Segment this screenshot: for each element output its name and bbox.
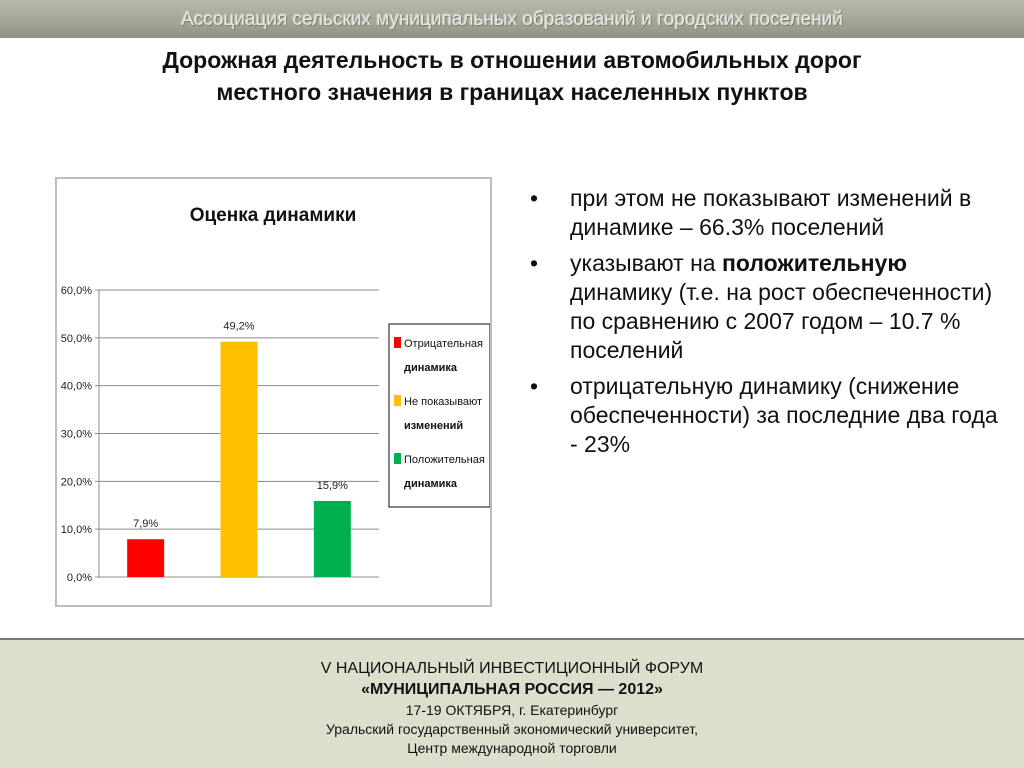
footer-university: Уральский государственный экономический … (326, 721, 698, 737)
bullet-text-post: динамику (т.е. на рост обеспеченности) п… (570, 279, 993, 363)
bar-3 (313, 500, 351, 577)
data-label: 49,2% (223, 321, 254, 333)
bullet-marker: • (530, 250, 539, 276)
legend-swatch (394, 453, 401, 464)
bullet-list: • при этом не показывают изменений в дин… (530, 184, 1000, 466)
data-label: 7,9% (133, 518, 158, 530)
bullet-text-pre: указывают на (570, 250, 722, 276)
bar-2 (220, 341, 258, 577)
legend-label: Отрицательная (404, 338, 483, 350)
bullet-marker: • (530, 373, 539, 399)
legend-box (388, 323, 490, 508)
association-name: Ассоциация сельских муниципальных образо… (181, 9, 843, 30)
page-title-line-1: Дорожная деятельность в отношении автомо… (162, 47, 862, 73)
bullet-marker: • (530, 185, 539, 211)
footer-dates: 17-19 ОКТЯБРЯ, г. Екатеринбург (405, 702, 619, 718)
y-tick-label: 10,0% (61, 524, 92, 536)
legend-label: динамика (404, 362, 458, 374)
bullet-text-bold: положительную (721, 250, 907, 276)
page-title-line-2: местного значения в границах населенных … (216, 79, 808, 105)
y-tick-label: 40,0% (61, 381, 92, 393)
bar-1 (127, 539, 165, 577)
bullet-item-negative: • отрицательную динамику (снижение обесп… (530, 372, 1000, 459)
chart-frame: Оценка динамики 0,0% 10,0% 20,0% 30,0% 40,0% 5… (55, 177, 492, 607)
footer-center: Центр международной торговли (407, 740, 617, 756)
bullet-text: при этом не показывают изменений в динам… (570, 185, 972, 240)
y-tick-label: 60,0% (61, 285, 92, 297)
bullet-item-positive: • указывают на положительную динамику (т… (530, 249, 1000, 365)
legend-swatch (394, 337, 401, 348)
data-label: 15,9% (317, 480, 348, 492)
legend-label: динамика (404, 478, 458, 490)
legend-label: Не показывают (404, 396, 482, 408)
footer-forum-name: V НАЦИОНАЛЬНЫЙ ИНВЕСТИЦИОННЫЙ ФОРУМ (320, 660, 704, 677)
legend-label: Положительная (404, 454, 485, 466)
legend-swatch (394, 395, 401, 406)
association-banner: Ассоциация сельских муниципальных образо… (0, 0, 1024, 38)
legend-label: изменений (404, 420, 463, 432)
y-tick-label: 20,0% (61, 476, 92, 488)
y-tick-label: 30,0% (61, 429, 92, 441)
chart-title: Оценка динамики (190, 205, 357, 226)
y-tick-label: 50,0% (61, 333, 92, 345)
dynamics-bar-chart: Оценка динамики 0,0% 10,0% 20,0% 30,0% 40,0% 5… (61, 205, 490, 584)
bullet-text: отрицательную динамику (снижение обеспеч… (570, 373, 998, 457)
footer: V НАЦИОНАЛЬНЫЙ ИНВЕСТИЦИОННЫЙ ФОРУМ «МУН… (0, 638, 1024, 768)
bullet-item-no-change: • при этом не показывают изменений в дин… (530, 184, 1000, 242)
footer-forum-title: «МУНИЦИПАЛЬНАЯ РОССИЯ — 2012» (361, 681, 663, 698)
y-tick-label: 0,0% (67, 572, 92, 584)
page-title: Дорожная деятельность в отношении автомо… (0, 44, 1024, 108)
